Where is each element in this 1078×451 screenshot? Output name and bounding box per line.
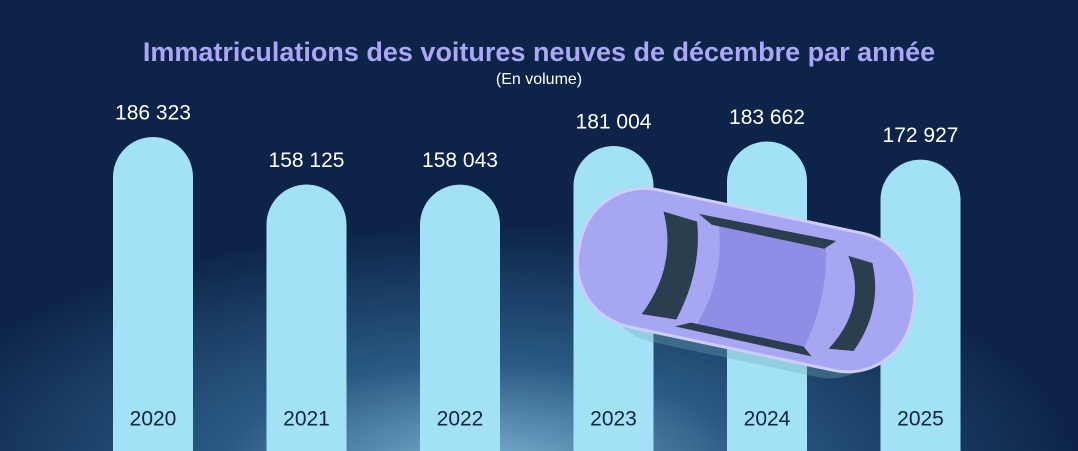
bar bbox=[880, 159, 961, 451]
chart-subtitle: (En volume) bbox=[496, 71, 582, 88]
bar bbox=[113, 137, 193, 451]
value-label: 183 662 bbox=[729, 106, 805, 129]
x-tick-label: 2024 bbox=[744, 408, 791, 431]
car-illustration bbox=[575, 186, 917, 379]
x-tick-label: 2022 bbox=[437, 408, 484, 431]
value-label: 186 323 bbox=[115, 102, 191, 125]
value-label: 158 125 bbox=[269, 149, 345, 172]
value-label: 172 927 bbox=[883, 124, 959, 147]
bar bbox=[420, 184, 500, 451]
x-tick-label: 2020 bbox=[130, 408, 177, 431]
x-tick-label: 2025 bbox=[897, 408, 944, 431]
value-label: 181 004 bbox=[576, 111, 652, 134]
value-label: 158 043 bbox=[422, 149, 498, 172]
x-tick-label: 2023 bbox=[590, 408, 637, 431]
bar bbox=[266, 184, 347, 451]
x-tick-label: 2021 bbox=[283, 408, 330, 431]
chart-title: Immatriculations des voitures neuves de … bbox=[143, 37, 935, 67]
